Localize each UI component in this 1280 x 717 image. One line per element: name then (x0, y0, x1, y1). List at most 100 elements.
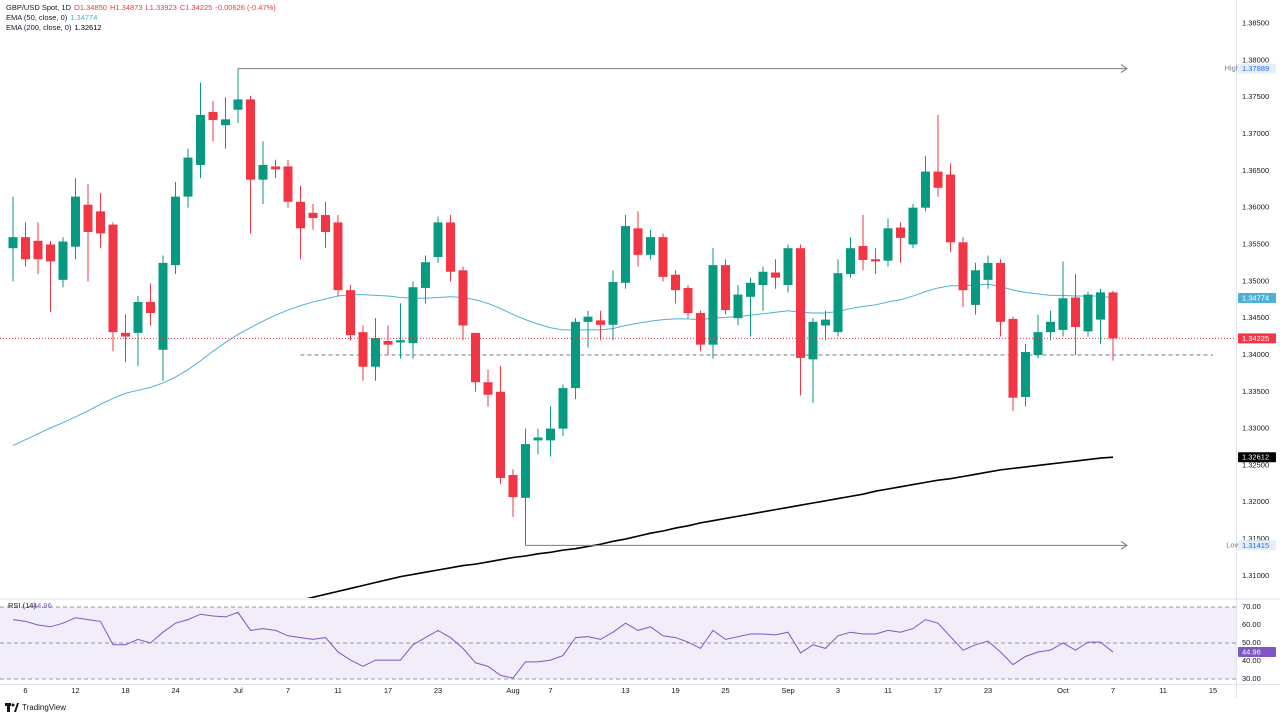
candle-body (858, 245, 868, 260)
candle-body (721, 265, 730, 311)
candle-body (483, 382, 493, 395)
candle-body (358, 332, 368, 367)
candle-body (383, 340, 393, 345)
candle-body (421, 262, 430, 288)
x-tick-label: Sep (781, 686, 794, 695)
candle-body (771, 272, 780, 278)
price-tag: 1.34225 (1242, 334, 1269, 343)
candle-body (921, 171, 930, 208)
candle-body (433, 222, 443, 258)
candle-body (1096, 292, 1105, 320)
y-tick-label: 1.34000 (1242, 350, 1269, 359)
rsi-tag: 44.96 (1242, 648, 1261, 657)
candle-body (196, 114, 205, 165)
y-tick-label: 70.00 (1242, 602, 1261, 611)
y-tick-label: 1.38500 (1242, 19, 1269, 28)
candle-body (658, 237, 668, 277)
candle-body (21, 237, 30, 260)
y-tick-label: 1.36500 (1242, 166, 1269, 175)
candle-body (408, 287, 418, 344)
candle-body (946, 174, 955, 243)
x-tick-label: 15 (1209, 686, 1217, 695)
candle-body (508, 475, 518, 498)
candle-body (908, 207, 918, 245)
candle-body (321, 215, 330, 232)
x-tick-label: 23 (984, 686, 992, 695)
candle-body (1108, 292, 1118, 339)
rsi-tag-bg (1238, 647, 1276, 658)
candle-body (733, 294, 743, 319)
candle-body (596, 320, 605, 325)
ema-tag: 1.32612 (1242, 453, 1269, 462)
y-tick-label: 1.33000 (1242, 424, 1269, 433)
candle-body (308, 212, 318, 218)
candle-body (971, 270, 980, 305)
x-tick-label: Oct (1057, 686, 1070, 695)
y-tick-label: 1.35000 (1242, 276, 1269, 285)
candle-body (471, 332, 480, 383)
candle-body (396, 340, 405, 343)
y-tick-label: 1.34500 (1242, 313, 1269, 322)
candle-body (896, 227, 905, 238)
ema-tag: 1.34774 (1242, 293, 1269, 302)
ohlc-value: O1.34850 (74, 3, 107, 12)
candle-body (71, 196, 80, 247)
y-tick-label: 1.38000 (1242, 55, 1269, 64)
y-tick-label: 1.33500 (1242, 387, 1269, 396)
x-tick-label: 19 (671, 686, 679, 695)
ema-line (12, 283, 1114, 447)
x-tick-label: 11 (334, 686, 342, 695)
x-tick-label: 11 (884, 686, 892, 695)
x-tick-label: 18 (121, 686, 129, 695)
candle-body (46, 244, 55, 262)
ema-row: EMA (200, close, 0) 1.32612 (6, 23, 279, 33)
y-tick-label: 1.31000 (1242, 571, 1269, 580)
candle-body (158, 262, 168, 350)
range-tag: 1.31415 (1242, 541, 1269, 550)
candle-body (333, 222, 343, 291)
candle-body (58, 241, 68, 280)
candle-body (808, 321, 818, 360)
candle-body (246, 99, 255, 180)
ohlc-value: L1.33923 (145, 3, 177, 12)
logo (5, 703, 19, 712)
ohlc-value: H1.34873 (109, 3, 143, 12)
candle-body (1046, 321, 1055, 333)
x-tick-label: Aug (506, 686, 519, 695)
candle-body (183, 157, 193, 197)
change-value: -0.00626 (-0.47%) (215, 3, 276, 12)
range-arrow (1120, 64, 1128, 73)
x-tick-label: 7 (1111, 686, 1115, 695)
candle-body (208, 111, 218, 121)
y-tick-label: 30.00 (1242, 674, 1261, 683)
x-tick-label: 12 (71, 686, 79, 695)
y-tick-label: 1.31500 (1242, 534, 1269, 543)
candle-body (1058, 298, 1068, 330)
candle-body (171, 196, 180, 266)
candle-body (708, 265, 718, 345)
price-tag-bg (1238, 333, 1276, 344)
ohlc-value: C1.34225 (179, 3, 213, 12)
y-tick-label: 1.36000 (1242, 203, 1269, 212)
candle-body (846, 248, 855, 274)
candle-body (821, 319, 830, 326)
symbol-row: GBP/USD Spot, 1D O1.34850 H1.34873 L1.33923… (6, 3, 279, 13)
candle-body (521, 444, 530, 498)
footer: TradingView (5, 703, 66, 712)
x-tick-label: 23 (434, 686, 442, 695)
candle-body (571, 321, 580, 389)
candle-body (96, 211, 105, 234)
candle-body (133, 301, 143, 333)
candle-body (1033, 332, 1043, 355)
y-tick-label: 50.00 (1242, 638, 1261, 647)
candle-body (496, 391, 505, 478)
candle-body (1008, 318, 1018, 398)
x-tick-label: 24 (171, 686, 179, 695)
x-tick-label: 17 (934, 686, 942, 695)
candle-body (633, 228, 643, 255)
candle-body (996, 262, 1005, 322)
x-tick-label: 25 (721, 686, 729, 695)
range-label: High (1225, 64, 1240, 73)
candle-body (1071, 297, 1080, 327)
